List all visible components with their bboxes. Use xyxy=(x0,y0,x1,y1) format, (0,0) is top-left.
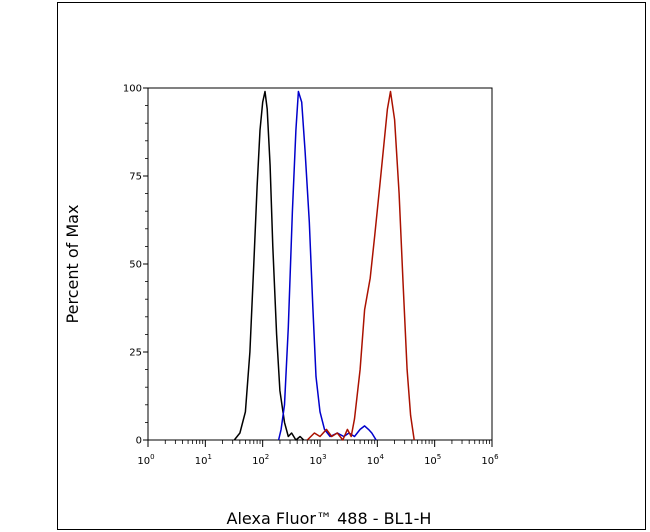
x-tick-label: 100 xyxy=(137,453,154,467)
y-axis-title: Percent of Max xyxy=(63,205,82,324)
histogram-series-3 xyxy=(306,90,415,441)
histogram-series-1 xyxy=(233,90,305,441)
histogram-series-2 xyxy=(277,90,377,441)
x-axis-title: Alexa Fluor™ 488 - BL1-H xyxy=(227,509,432,528)
x-tick-label: 101 xyxy=(195,453,212,467)
y-tick-label: 25 xyxy=(129,348,142,359)
figure-frame xyxy=(57,2,646,530)
plot-area-border xyxy=(147,87,493,441)
x-tick-label: 105 xyxy=(424,453,441,467)
y-tick-label: 50 xyxy=(129,260,142,271)
y-tick-label: 75 xyxy=(129,172,142,183)
y-tick-label: 0 xyxy=(136,436,142,447)
x-tick-label: 102 xyxy=(252,453,269,467)
x-tick-label: 106 xyxy=(481,453,499,467)
y-tick-label: 100 xyxy=(123,84,142,95)
x-tick-label: 103 xyxy=(309,453,326,467)
x-tick-label: 104 xyxy=(367,453,385,467)
